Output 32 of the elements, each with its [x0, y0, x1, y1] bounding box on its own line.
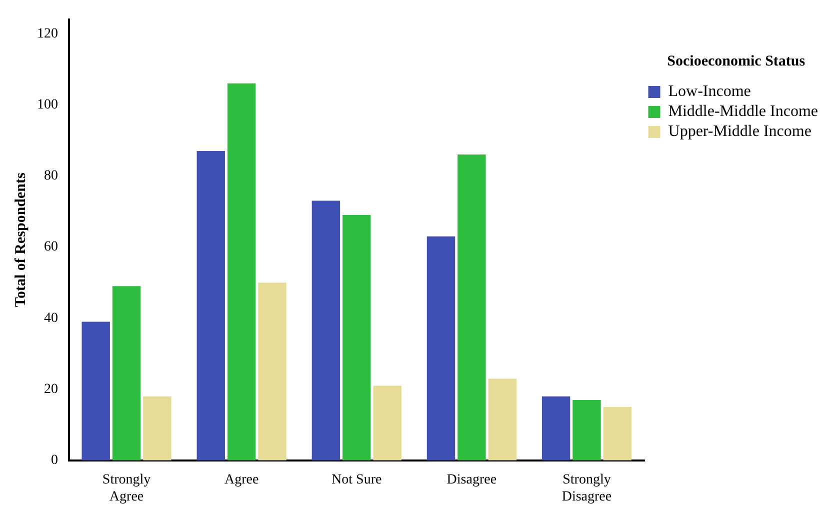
y-tick-label: 40 [44, 310, 58, 326]
bar [143, 396, 172, 460]
bar [373, 386, 402, 460]
bar [82, 322, 110, 460]
bar [196, 150, 226, 460]
bar [258, 282, 286, 460]
y-tick-label: 100 [37, 97, 58, 112]
bar [426, 236, 456, 460]
bar [227, 83, 256, 460]
x-tick-label: Strongly Agree [102, 472, 151, 504]
bar [312, 200, 340, 460]
x-tick-label: Agree [224, 472, 259, 488]
y-tick-label: 60 [44, 240, 58, 255]
bar [542, 396, 570, 460]
y-axis-title: Total of Respondents [12, 172, 29, 308]
bar [342, 215, 371, 460]
bar [112, 286, 141, 460]
y-tick-label: 20 [44, 382, 58, 397]
bar [603, 407, 632, 460]
bar [488, 378, 516, 460]
legend-title: Socioeconomic Status [667, 53, 806, 70]
y-tick-label: 80 [44, 168, 58, 184]
bar [572, 400, 601, 460]
y-tick-label: 0 [51, 453, 58, 468]
x-tick-label: Not Sure [332, 472, 382, 488]
y-tick-label: 120 [37, 26, 58, 42]
x-tick-label: Strongly Disagree [562, 472, 612, 504]
x-tick-label: Disagree [446, 472, 497, 488]
bar [458, 154, 486, 460]
legend-label: Middle-Middle Income [668, 103, 818, 120]
legend-label: Low-Income [668, 83, 751, 100]
legend-label: Upper-Middle Income [668, 123, 812, 140]
